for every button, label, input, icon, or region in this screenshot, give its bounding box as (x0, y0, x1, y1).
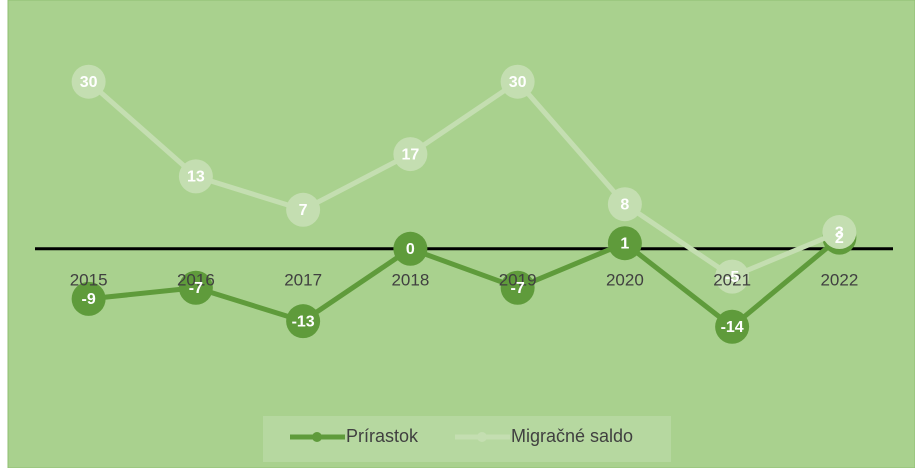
data-label: -7 (189, 280, 203, 297)
x-tick-label: 2017 (284, 270, 322, 289)
series-line (86, 79, 841, 280)
data-label: 2 (835, 230, 844, 247)
data-point (71, 64, 106, 99)
data-label: 30 (80, 74, 98, 91)
data-point (822, 215, 857, 250)
legend-swatch-marker (312, 432, 322, 442)
data-label: 30 (509, 74, 527, 91)
data-label: 17 (401, 146, 419, 163)
data-point (286, 304, 321, 339)
data-point (178, 159, 213, 194)
data-point (715, 309, 750, 344)
data-point (607, 187, 642, 222)
data-label: -7 (511, 280, 525, 297)
data-label: 0 (406, 241, 415, 258)
data-point (607, 226, 642, 261)
legend-label: Prírastok (346, 426, 419, 446)
data-label: 1 (620, 235, 629, 252)
series-line (88, 235, 841, 330)
x-tick-label: 2019 (499, 270, 537, 289)
data-label: 8 (620, 196, 629, 213)
x-tick-label: 2021 (713, 270, 751, 289)
data-point (71, 281, 106, 316)
x-tick-label: 2015 (70, 270, 108, 289)
x-tick-label: 2018 (391, 270, 429, 289)
data-point (178, 270, 213, 305)
data-label: -13 (292, 313, 315, 330)
data-label: -14 (721, 319, 744, 336)
chart-area (7, 0, 915, 468)
data-point (500, 64, 535, 99)
x-tick-label: 2016 (177, 270, 215, 289)
data-label: -5 (725, 269, 739, 286)
data-label: 13 (187, 169, 205, 186)
data-point (286, 192, 321, 227)
data-point (393, 137, 428, 172)
data-point (715, 259, 750, 294)
data-label: -9 (82, 291, 96, 308)
x-tick-label: 2022 (820, 270, 858, 289)
data-point (393, 231, 428, 266)
data-label: 3 (835, 224, 844, 241)
legend-label: Migračné saldo (511, 426, 633, 446)
legend-swatch-marker (477, 432, 487, 442)
data-point (500, 270, 535, 305)
x-tick-label: 2020 (606, 270, 644, 289)
data-label: 7 (299, 202, 308, 219)
